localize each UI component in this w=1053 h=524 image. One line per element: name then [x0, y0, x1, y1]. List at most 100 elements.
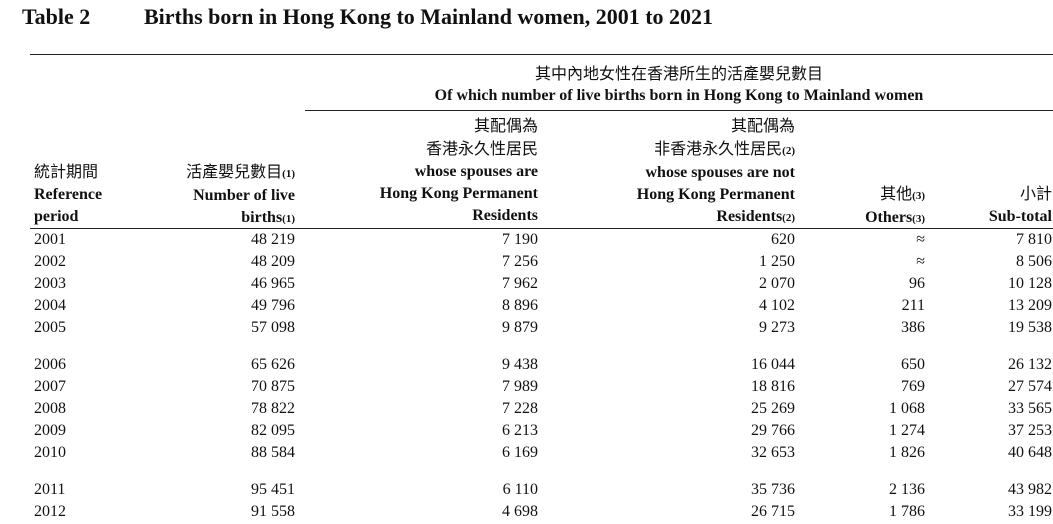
column-header-text: Hong Kong Permanent	[379, 185, 538, 202]
column-header-line: period	[34, 206, 102, 228]
column-header-text: Residents	[472, 207, 538, 224]
spanning-header-rule	[305, 110, 1053, 111]
column-header-line: 統計期間	[34, 161, 102, 184]
column-header-line: 其配偶為	[637, 115, 795, 138]
cell-reference-period: 2003	[34, 275, 66, 292]
cell-subtotal: 37 253	[1008, 422, 1052, 439]
cell-subtotal: 40 648	[1008, 444, 1052, 461]
cell-live-births: 48 219	[251, 231, 295, 248]
column-header-text: 其配偶為	[473, 116, 538, 135]
cell-reference-period: 2010	[34, 444, 66, 461]
column-header-text: 其他	[880, 184, 913, 203]
cell-reference-period: 2009	[34, 422, 66, 439]
column-header-line: births(1)	[186, 207, 295, 230]
footnote-marker: (1)	[282, 213, 295, 225]
cell-subtotal: 10 128	[1008, 275, 1052, 292]
cell-subtotal: 43 982	[1008, 481, 1052, 498]
cell-spouses-not-permanent: 32 653	[751, 444, 795, 461]
cell-live-births: 88 584	[251, 444, 295, 461]
cell-live-births: 48 209	[251, 253, 295, 270]
column-header-live-births: 活產嬰兒數目(1) Number of live births(1)	[186, 161, 295, 230]
table-row: 2007 70 875 7 989 18 816 769 27 574	[0, 376, 1053, 398]
column-header-line: Residents	[380, 205, 538, 227]
column-header-line: Others(3)	[865, 207, 925, 230]
top-rule	[30, 54, 1053, 55]
column-header-text: births	[241, 209, 283, 226]
cell-others: 1 826	[889, 444, 925, 461]
footnote-marker: (1)	[282, 168, 295, 180]
column-header-text: 非香港永久性居民	[654, 139, 783, 158]
column-header-line: Number of live	[186, 185, 295, 207]
table-row: 2008 78 822 7 228 25 269 1 068 33 565	[0, 398, 1053, 420]
column-header-text: Sub-total	[988, 208, 1052, 225]
cell-others: 1 786	[889, 503, 925, 520]
column-header-text: 其配偶為	[730, 116, 795, 135]
column-header-text: period	[34, 208, 79, 225]
cell-subtotal: 19 538	[1008, 319, 1052, 336]
column-header-text: whose spouses are	[414, 163, 538, 180]
column-header-text: Number of live	[193, 187, 295, 204]
cell-reference-period: 2006	[34, 356, 66, 373]
table-row: 2009 82 095 6 213 29 766 1 274 37 253	[0, 420, 1053, 442]
footnote-marker: (3)	[912, 213, 925, 225]
cell-subtotal: 33 565	[1008, 400, 1052, 417]
column-header-text: whose spouses are not	[645, 164, 796, 181]
column-header-line: 小計	[989, 183, 1052, 206]
cell-spouses-not-permanent: 35 736	[751, 481, 795, 498]
cell-others: ≈	[916, 253, 925, 270]
cell-live-births: 46 965	[251, 275, 295, 292]
column-header-spouses-permanent: 其配偶為香港永久性居民 whose spouses are Hong Kong Pe…	[380, 115, 538, 227]
cell-reference-period: 2005	[34, 319, 66, 336]
cell-spouses-permanent: 7 228	[502, 400, 538, 417]
column-header-line: 非香港永久性居民(2)	[637, 138, 795, 162]
column-header-spouses-not-permanent: 其配偶為非香港永久性居民(2) whose spouses are not Hong…	[637, 115, 795, 229]
header-rule	[30, 228, 1053, 229]
cell-spouses-not-permanent: 25 269	[751, 400, 795, 417]
column-header-text: 香港永久性居民	[425, 139, 538, 158]
column-header-text: 統計期間	[34, 162, 99, 181]
cell-spouses-not-permanent: 29 766	[751, 422, 795, 439]
column-header-text: 小計	[1019, 184, 1052, 203]
column-header-line: 其配偶為	[380, 115, 538, 138]
cell-subtotal: 8 506	[1016, 253, 1052, 270]
column-header-reference-period: 統計期間 Reference period	[34, 161, 102, 228]
cell-spouses-not-permanent: 1 250	[759, 253, 795, 270]
cell-spouses-not-permanent: 4 102	[759, 297, 795, 314]
cell-others: ≈	[916, 231, 925, 248]
cell-reference-period: 2007	[34, 378, 66, 395]
cell-live-births: 91 558	[251, 503, 295, 520]
cell-reference-period: 2012	[34, 503, 66, 520]
data-table: 2001 48 219 7 190 620 ≈7 810 2002 48 209 7 256 1…	[0, 229, 1053, 523]
cell-reference-period: 2002	[34, 253, 66, 270]
column-header-line: Hong Kong Permanent	[380, 183, 538, 205]
column-header-line: Residents(2)	[637, 206, 795, 229]
column-header-text: Hong Kong Permanent	[636, 186, 795, 203]
cell-live-births: 57 098	[251, 319, 295, 336]
cell-spouses-permanent: 9 879	[502, 319, 538, 336]
table-row: 2012 91 558 4 698 26 715 1 786 33 199	[0, 501, 1053, 523]
cell-spouses-permanent: 9 438	[502, 356, 538, 373]
column-header-line: whose spouses are not	[637, 162, 796, 184]
column-header-line: Reference	[34, 184, 102, 206]
cell-reference-period: 2008	[34, 400, 66, 417]
cell-others: 650	[901, 356, 925, 373]
cell-spouses-not-permanent: 16 044	[751, 356, 795, 373]
cell-live-births: 82 095	[251, 422, 295, 439]
table-row: 2005 57 098 9 879 9 273 386 19 538	[0, 317, 1053, 339]
cell-spouses-permanent: 8 896	[502, 297, 538, 314]
cell-spouses-permanent: 7 989	[502, 378, 538, 395]
table-number: Table 2	[22, 4, 91, 29]
cell-subtotal: 7 810	[1016, 231, 1052, 248]
cell-live-births: 49 796	[251, 297, 295, 314]
column-header-line: Sub-total	[989, 206, 1052, 228]
table-row: 2003 46 965 7 962 2 070 96 10 128	[0, 273, 1053, 295]
cell-spouses-permanent: 6 213	[502, 422, 538, 439]
table-row: 2001 48 219 7 190 620 ≈7 810	[0, 229, 1053, 251]
cell-spouses-not-permanent: 2 070	[759, 275, 795, 292]
cell-spouses-permanent: 6 110	[502, 481, 538, 498]
table-row: 2004 49 796 8 896 4 102 211 13 209	[0, 295, 1053, 317]
cell-spouses-permanent: 6 169	[502, 444, 538, 461]
cell-subtotal: 26 132	[1008, 356, 1052, 373]
cell-live-births: 70 875	[251, 378, 295, 395]
spanning-header-zh: 其中內地女性在香港所生的活產嬰兒數目	[534, 64, 823, 83]
